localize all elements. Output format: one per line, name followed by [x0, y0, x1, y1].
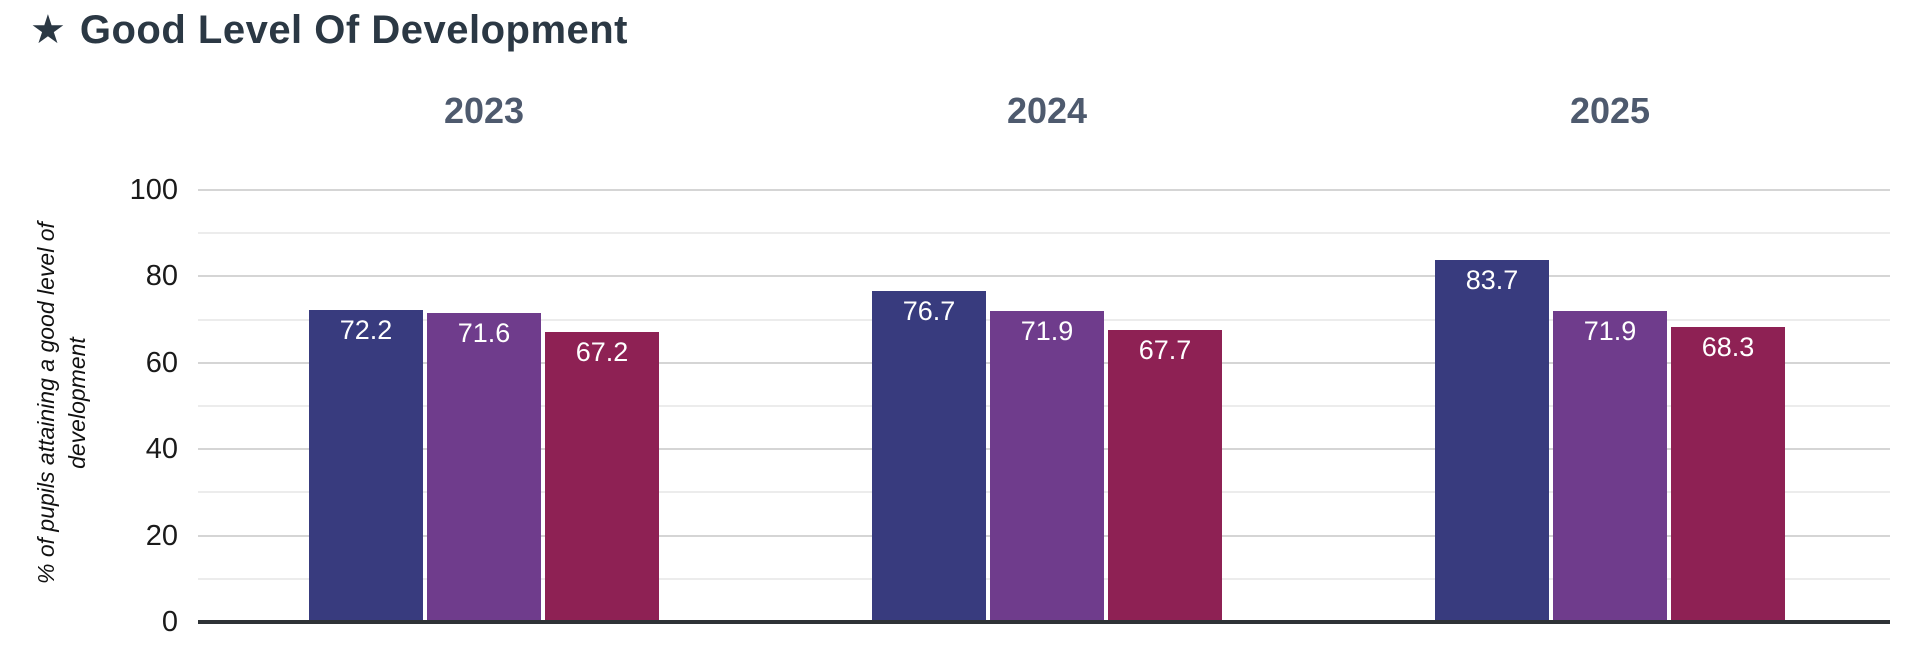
y-tick-label-20: 20 — [145, 519, 178, 552]
bar-value-label: 76.7 — [902, 295, 956, 326]
bar-2024-blue-bar: 76.7 — [872, 290, 986, 622]
bar-value-label: 83.7 — [1465, 265, 1519, 296]
bar-2023-crimson-bar: 67.2 — [545, 331, 659, 622]
bar-2024-purple-bar: 71.9 — [990, 311, 1104, 622]
bar-value-label: 71.6 — [457, 317, 511, 348]
bar-2025-blue-bar: 83.7 — [1435, 260, 1549, 622]
y-axis-ticks: 0 20 40 60 80 100 — [0, 174, 178, 638]
y-tick-label-80: 80 — [145, 260, 178, 293]
page-title-text: Good Level Of Development — [79, 8, 629, 52]
bar-2023-purple-bar: 71.6 — [427, 312, 541, 622]
gridline-major-100 — [198, 189, 1890, 191]
bar-value-label: 67.7 — [1138, 334, 1192, 365]
bar-2025-purple-bar: 71.9 — [1553, 311, 1667, 622]
x-axis-line — [198, 620, 1890, 624]
y-tick-label-40: 40 — [145, 433, 178, 466]
gridline-major-80 — [198, 275, 1890, 278]
plot-area: 72.2 71.6 67.2 76.7 71.9 67.7 83.7 71.9 68.3 — [198, 189, 1890, 624]
bar-value-label: 68.3 — [1701, 331, 1755, 362]
year-header-2025: 2025 — [1569, 90, 1651, 131]
bar-2023-blue-bar: 72.2 — [309, 310, 423, 622]
y-tick-label-100: 100 — [129, 174, 178, 206]
bar-2024-crimson-bar: 67.7 — [1108, 329, 1222, 622]
star-icon: ★ — [30, 8, 66, 52]
gridline-minor-90 — [198, 232, 1890, 235]
year-header-2024: 2024 — [1006, 90, 1088, 131]
bar-value-label: 67.2 — [575, 336, 629, 367]
y-tick-label-0: 0 — [161, 606, 178, 638]
bar-2025-crimson-bar: 68.3 — [1671, 326, 1785, 622]
bar-value-label: 71.9 — [1583, 316, 1637, 347]
page-title: ★ Good Level Of Development — [30, 8, 628, 52]
bar-value-label: 72.2 — [339, 315, 393, 346]
year-header-2023: 2023 — [443, 90, 525, 131]
y-tick-label-60: 60 — [145, 346, 178, 379]
bar-value-label: 71.9 — [1020, 316, 1074, 347]
